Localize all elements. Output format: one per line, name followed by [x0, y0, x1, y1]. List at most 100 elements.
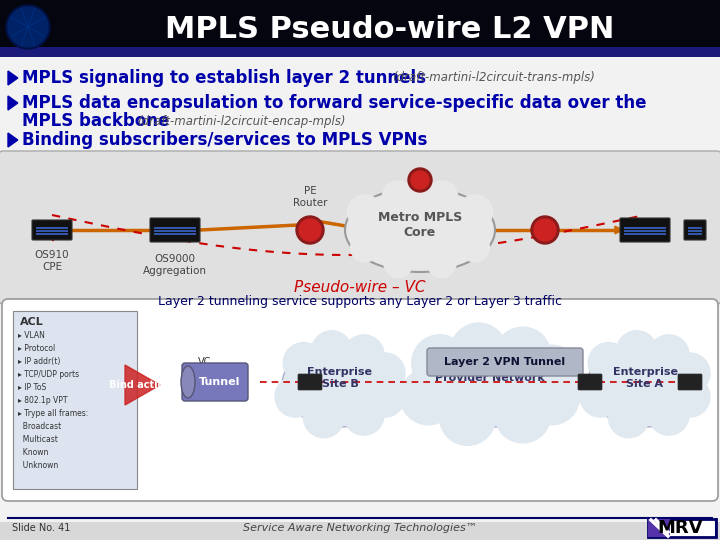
Circle shape [588, 342, 629, 383]
Circle shape [6, 5, 50, 49]
Text: Unknown: Unknown [18, 461, 58, 470]
Circle shape [670, 376, 710, 417]
Polygon shape [125, 365, 160, 405]
Text: MPLS data encapsulation to forward service-specific data over the: MPLS data encapsulation to forward servi… [22, 94, 647, 112]
Circle shape [580, 376, 621, 417]
Circle shape [461, 234, 490, 262]
Text: ▸ Trype all frames:: ▸ Trype all frames: [18, 409, 89, 418]
Text: OS910
CPE: OS910 CPE [35, 250, 69, 272]
Circle shape [495, 387, 551, 443]
FancyBboxPatch shape [0, 0, 720, 50]
FancyBboxPatch shape [688, 230, 702, 232]
Text: Metro MPLS
Core: Metro MPLS Core [378, 211, 462, 239]
Circle shape [312, 331, 352, 372]
Text: Layer 2 VPN Tunnel: Layer 2 VPN Tunnel [444, 357, 566, 367]
Text: VC: VC [198, 357, 212, 367]
Text: PE
Router: PE Router [293, 186, 328, 208]
Circle shape [440, 389, 495, 445]
Polygon shape [8, 71, 18, 85]
Circle shape [649, 395, 689, 435]
Circle shape [408, 168, 432, 192]
Circle shape [412, 335, 468, 391]
Ellipse shape [353, 197, 487, 264]
Text: Provider Network: Provider Network [435, 373, 545, 383]
Text: MRV: MRV [657, 519, 703, 537]
Text: Binding subscribers/services to MPLS VPNs: Binding subscribers/services to MPLS VPN… [22, 131, 428, 149]
Text: Enterprise
Site B: Enterprise Site B [307, 367, 372, 389]
Ellipse shape [587, 343, 703, 427]
FancyBboxPatch shape [0, 57, 720, 522]
Text: Enterprise
Site A: Enterprise Site A [613, 367, 678, 389]
Text: ▸ IP addr(t): ▸ IP addr(t) [18, 357, 60, 366]
Circle shape [616, 331, 657, 372]
FancyBboxPatch shape [648, 519, 670, 537]
Circle shape [384, 249, 413, 278]
Circle shape [299, 219, 321, 241]
FancyBboxPatch shape [32, 220, 72, 240]
FancyBboxPatch shape [578, 374, 602, 390]
Text: MPLS backbone: MPLS backbone [22, 112, 175, 130]
Circle shape [531, 216, 559, 244]
Text: ▸ Protocol: ▸ Protocol [18, 344, 55, 353]
FancyBboxPatch shape [150, 218, 200, 242]
Circle shape [400, 369, 456, 425]
Circle shape [458, 195, 492, 230]
Text: (draft-martini-l2circuit-trans-mpls): (draft-martini-l2circuit-trans-mpls) [392, 71, 595, 84]
Text: Bind action: Bind action [109, 380, 171, 390]
Circle shape [534, 219, 556, 241]
FancyBboxPatch shape [154, 230, 196, 232]
Circle shape [495, 327, 551, 383]
Text: MPLS Pseudo-wire L2 VPN: MPLS Pseudo-wire L2 VPN [166, 16, 615, 44]
FancyBboxPatch shape [624, 230, 666, 232]
FancyBboxPatch shape [648, 519, 716, 537]
Circle shape [8, 7, 48, 47]
FancyBboxPatch shape [684, 220, 706, 240]
Text: Known: Known [18, 448, 48, 457]
Circle shape [451, 323, 507, 379]
FancyBboxPatch shape [2, 299, 718, 501]
Circle shape [426, 181, 457, 212]
FancyBboxPatch shape [0, 47, 720, 57]
FancyBboxPatch shape [624, 227, 666, 229]
Text: Service Aware Networking Technologies™: Service Aware Networking Technologies™ [243, 523, 477, 533]
Circle shape [296, 216, 324, 244]
Ellipse shape [595, 354, 694, 416]
Text: Multicast: Multicast [18, 435, 58, 444]
Text: ▸ TCP/UDP ports: ▸ TCP/UDP ports [18, 370, 79, 379]
FancyBboxPatch shape [154, 227, 196, 229]
Text: Tunnel: Tunnel [199, 377, 240, 387]
Circle shape [283, 342, 324, 383]
FancyBboxPatch shape [36, 227, 68, 229]
Text: Broadcast: Broadcast [18, 422, 61, 431]
Ellipse shape [291, 354, 390, 416]
Circle shape [523, 369, 580, 425]
FancyBboxPatch shape [36, 230, 68, 232]
FancyBboxPatch shape [13, 311, 137, 489]
Text: Pseudo-wire – VC: Pseudo-wire – VC [294, 280, 426, 295]
Text: ▸ IP ToS: ▸ IP ToS [18, 383, 46, 392]
FancyBboxPatch shape [154, 233, 196, 235]
Circle shape [608, 397, 649, 437]
FancyBboxPatch shape [688, 233, 702, 235]
Text: ACL: ACL [20, 317, 44, 327]
Text: ▸ 802.1p VPT: ▸ 802.1p VPT [18, 396, 68, 405]
FancyBboxPatch shape [624, 233, 666, 235]
Circle shape [523, 345, 580, 401]
FancyBboxPatch shape [688, 227, 702, 229]
Ellipse shape [181, 366, 195, 398]
Circle shape [649, 335, 689, 375]
Polygon shape [8, 133, 18, 147]
Text: Layer 2 tunneling service supports any Layer 2 or Layer 3 traffic: Layer 2 tunneling service supports any L… [158, 295, 562, 308]
FancyBboxPatch shape [0, 151, 720, 304]
Circle shape [411, 171, 429, 189]
Circle shape [348, 195, 382, 230]
FancyBboxPatch shape [182, 363, 248, 401]
Ellipse shape [345, 188, 495, 272]
Circle shape [364, 376, 405, 417]
Polygon shape [8, 96, 18, 110]
Circle shape [382, 181, 414, 212]
Circle shape [428, 249, 456, 278]
Text: (draft-martini-l2circuit-encap-mpls): (draft-martini-l2circuit-encap-mpls) [137, 114, 346, 127]
Text: Slide No. 41: Slide No. 41 [12, 523, 71, 533]
FancyBboxPatch shape [298, 374, 322, 390]
